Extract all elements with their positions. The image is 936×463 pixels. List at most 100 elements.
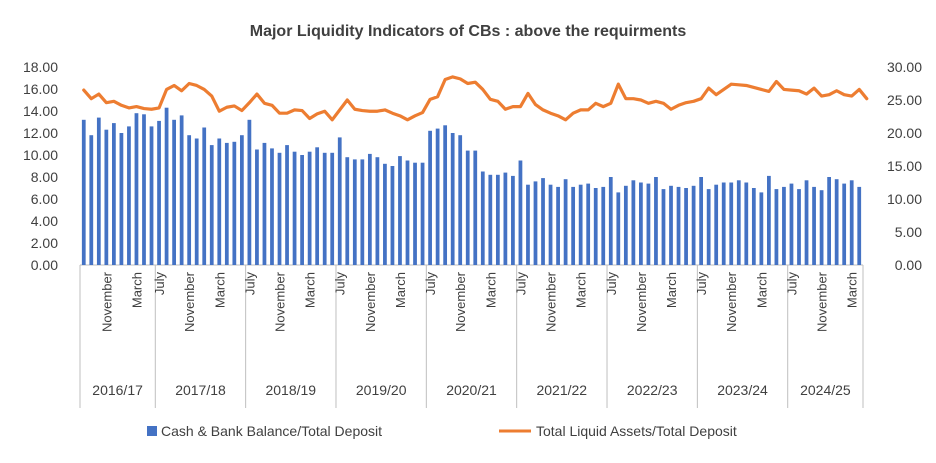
- bar: [789, 183, 794, 265]
- month-label: November: [544, 271, 559, 332]
- left-tick-label: 6.00: [31, 191, 58, 207]
- left-tick-label: 18.00: [23, 59, 58, 75]
- month-label: July: [423, 272, 438, 296]
- fiscal-year-label: 2018/19: [265, 382, 316, 398]
- month-label: March: [574, 272, 589, 308]
- bar: [849, 180, 854, 265]
- bar: [586, 183, 591, 265]
- bar: [450, 133, 455, 265]
- bar: [337, 137, 342, 265]
- month-label: March: [303, 272, 318, 308]
- bar: [473, 150, 478, 265]
- bar: [142, 114, 146, 265]
- bar: [315, 147, 320, 265]
- bar: [691, 185, 696, 265]
- bar: [352, 159, 357, 265]
- bar: [736, 180, 741, 265]
- bar: [458, 135, 463, 265]
- right-tick-label: 25.00: [887, 92, 922, 108]
- chart-title: Major Liquidity Indicators of CBs : abov…: [250, 23, 687, 40]
- legend-line-label: Total Liquid Assets/Total Deposit: [536, 423, 737, 439]
- bar: [330, 152, 335, 265]
- bar: [804, 180, 809, 265]
- bar: [684, 188, 688, 265]
- left-tick-label: 10.00: [23, 147, 58, 163]
- right-tick-label: 30.00: [887, 59, 922, 75]
- bar: [209, 145, 214, 265]
- bar: [767, 175, 771, 265]
- right-tick-label: 5.00: [895, 224, 922, 240]
- bar: [119, 133, 124, 265]
- bar: [812, 186, 816, 265]
- right-axis-ticks: 0.00 5.00 10.00 15.00 20.00 25.00 30.00: [887, 59, 922, 273]
- month-label: July: [694, 272, 709, 296]
- bar: [480, 171, 485, 265]
- month-label: July: [785, 272, 800, 296]
- bar: [300, 155, 304, 265]
- bar: [797, 189, 801, 265]
- right-tick-label: 10.00: [887, 191, 922, 207]
- bar: [563, 179, 568, 265]
- fiscal-year-label: 2023/24: [717, 382, 768, 398]
- bar: [721, 182, 726, 265]
- bar: [819, 190, 824, 265]
- bar: [398, 156, 402, 265]
- left-tick-label: 14.00: [23, 103, 58, 119]
- left-tick-label: 4.00: [31, 213, 58, 229]
- bar: [134, 113, 139, 265]
- bar: [706, 189, 711, 265]
- bar: [217, 138, 222, 265]
- bar: [654, 177, 658, 265]
- month-label: March: [664, 272, 679, 308]
- month-label: November: [273, 271, 288, 332]
- month-label: July: [152, 272, 167, 296]
- bar: [383, 163, 387, 265]
- bar: [616, 192, 621, 265]
- bar: [202, 127, 207, 265]
- month-label: July: [242, 272, 257, 296]
- right-tick-label: 0.00: [895, 257, 922, 273]
- bar: [571, 186, 576, 265]
- bar: [533, 181, 538, 265]
- bar: [255, 149, 259, 265]
- bar: [714, 184, 719, 265]
- bar: [541, 178, 545, 265]
- month-label: November: [724, 271, 739, 332]
- x-axis-labels: November March 2016/17 July November March 201…: [92, 271, 859, 398]
- bar: [495, 174, 500, 265]
- month-label: November: [634, 271, 649, 332]
- bar: [164, 107, 169, 265]
- line-series: [82, 75, 869, 122]
- legend: Cash & Bank Balance/Total Deposit Total …: [147, 423, 737, 439]
- month-label: November: [363, 271, 378, 332]
- fiscal-year-label: 2016/17: [92, 382, 143, 398]
- bar: [194, 138, 199, 265]
- bar: [646, 183, 651, 265]
- month-label: July: [513, 272, 528, 296]
- bar: [744, 182, 749, 265]
- bar: [774, 189, 779, 265]
- month-label: November: [453, 271, 468, 332]
- bar: [127, 126, 131, 266]
- bar: [149, 126, 154, 266]
- fiscal-year-label: 2020/21: [446, 382, 497, 398]
- bar: [405, 160, 410, 265]
- bar: [782, 186, 786, 265]
- bar: [428, 130, 432, 265]
- month-label: July: [604, 272, 619, 296]
- bar: [511, 175, 515, 265]
- bar: [827, 177, 831, 265]
- left-tick-label: 16.00: [23, 81, 58, 97]
- month-label: November: [182, 271, 197, 332]
- bar: [224, 142, 229, 265]
- bar: [435, 128, 440, 265]
- bar: [857, 186, 862, 265]
- bar: [239, 135, 244, 265]
- bar: [285, 145, 289, 265]
- bar: [623, 185, 628, 265]
- bar: [292, 151, 297, 265]
- bar: [548, 184, 553, 265]
- month-label: November: [99, 271, 114, 332]
- bar: [578, 184, 583, 265]
